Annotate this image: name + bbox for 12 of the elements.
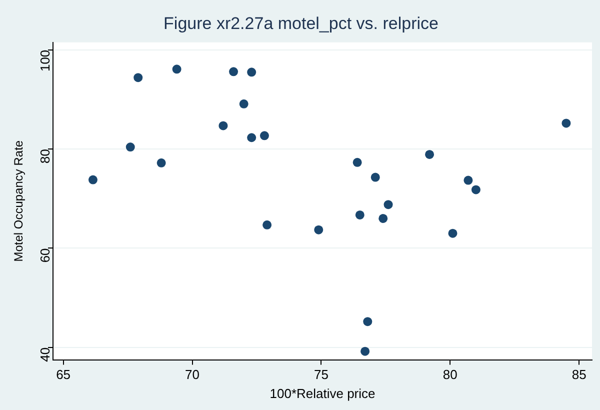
- x-tick-label: 65: [56, 367, 71, 382]
- y-tick-label: 80: [38, 149, 53, 164]
- x-tick-label: 80: [442, 367, 458, 382]
- chart-title: Figure xr2.27a motel_pct vs. relprice: [164, 14, 438, 33]
- x-tick-label: 75: [314, 367, 328, 382]
- x-tick-label: 70: [185, 367, 200, 382]
- y-axis-title: Motel Occupancy Rate: [12, 140, 26, 262]
- y-tick-label: 40: [38, 347, 53, 362]
- y-tick-label: 60: [38, 248, 53, 263]
- x-axis-title: 100*Relative price: [270, 386, 376, 401]
- y-tick-label: 100: [38, 50, 53, 72]
- x-tick-label: 85: [572, 367, 586, 382]
